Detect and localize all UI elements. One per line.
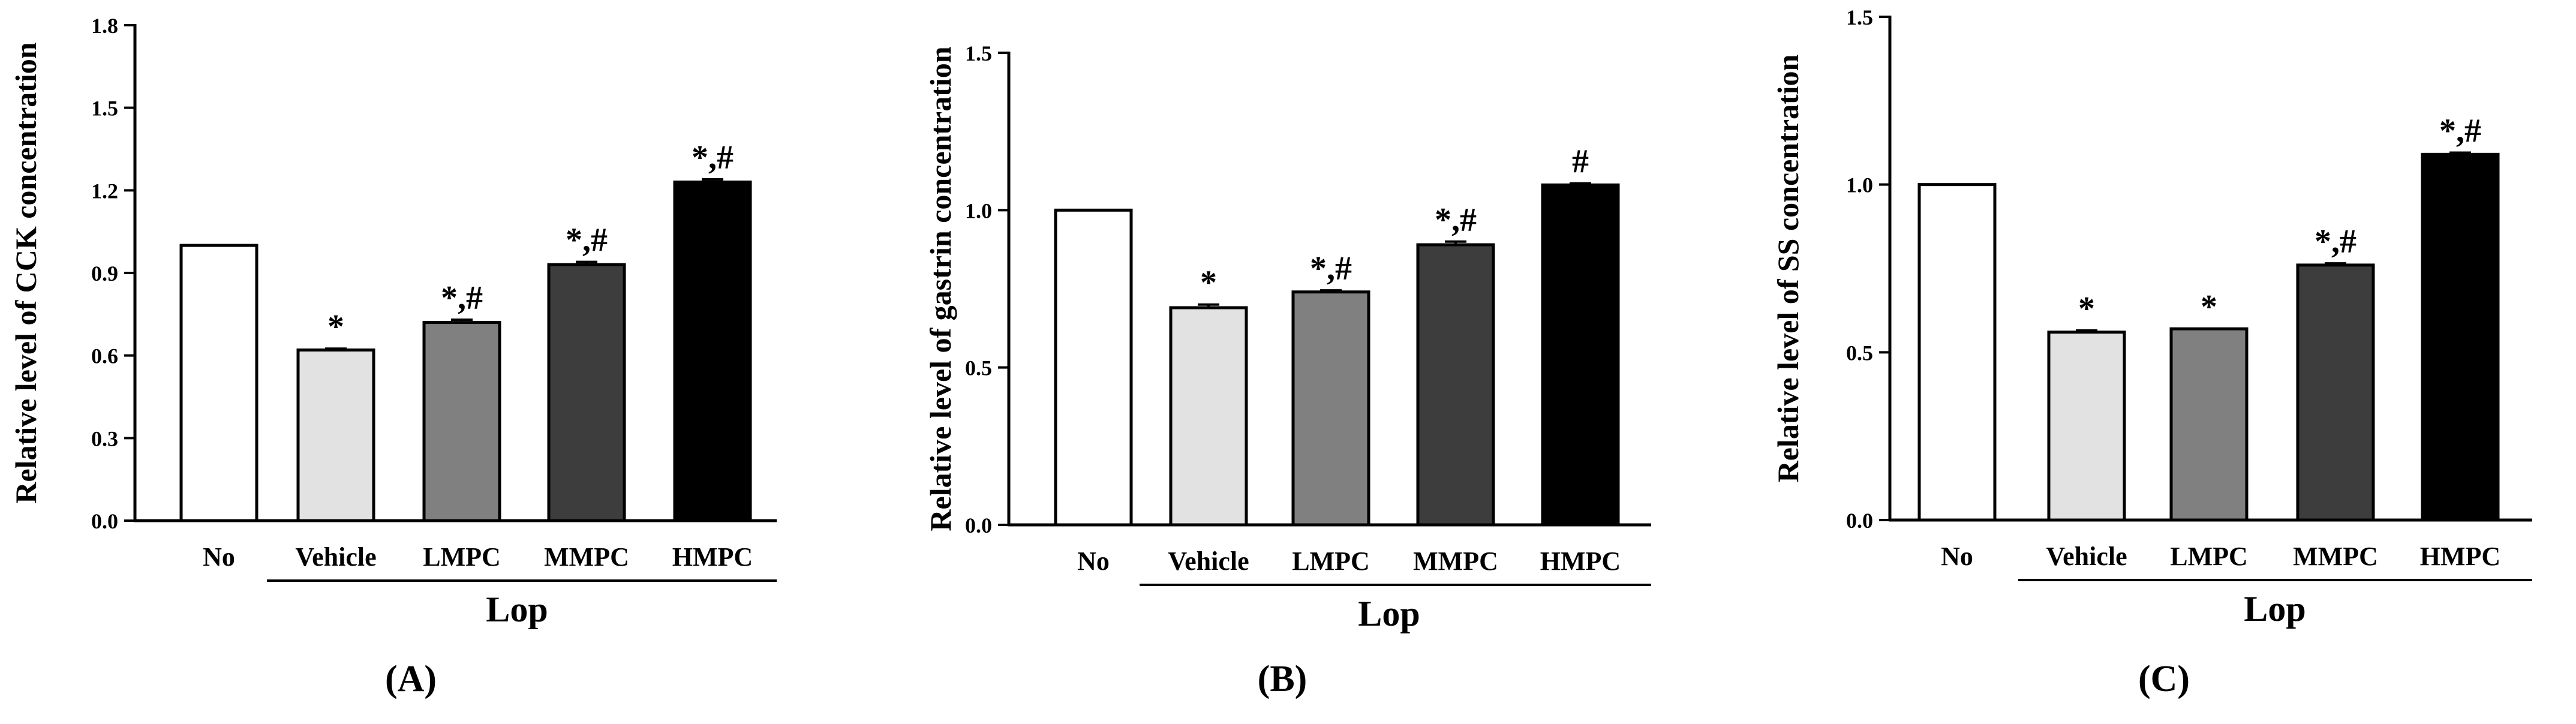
bar-no	[179, 244, 258, 522]
category-label: HMPC	[672, 542, 753, 572]
y-tick-label: 1.5	[91, 97, 118, 121]
chart-panel-3: No * Vehicle * LMPC *,# MMPC *,# HMPC 0.0 0.5 1.0 1.…	[1771, 5, 2532, 699]
bar-mmpc	[547, 263, 626, 522]
significance-label: *	[2201, 289, 2217, 326]
y-axis-label: Relative level of gastrin concentration	[924, 46, 957, 531]
category-label: No	[203, 542, 235, 572]
chart-panel-1: No * Vehicle *,# LMPC *,# MMPC *,# HMPC 0.0 0.3 0.6…	[9, 14, 777, 699]
group-label: Lop	[486, 590, 548, 629]
significance-label: *	[1200, 265, 1217, 302]
y-tick-label: 0.0	[965, 513, 992, 537]
category-label: Vehicle	[295, 542, 376, 572]
bar-no	[1917, 183, 1997, 522]
y-tick-label: 0.0	[91, 509, 118, 533]
bar-vehicle	[2047, 331, 2126, 522]
category-label: HMPC	[2420, 542, 2500, 571]
category-label: No	[1941, 542, 1973, 571]
significance-label: *,#	[692, 139, 734, 176]
category-label: MMPC	[544, 542, 629, 572]
bar-vehicle	[296, 348, 375, 522]
bar-mmpc	[2296, 263, 2375, 522]
category-label: No	[1077, 546, 1110, 576]
y-tick-label: 0.5	[965, 356, 992, 380]
panel-label: (B)	[1258, 659, 1307, 699]
category-label: HMPC	[1540, 546, 1621, 576]
bar-hmpc	[673, 181, 752, 522]
bar-mmpc	[1416, 243, 1495, 527]
significance-label: *,#	[566, 222, 608, 259]
y-tick-label: 1.0	[1846, 173, 1873, 197]
significance-label: *,#	[1310, 250, 1352, 287]
y-axis-label: Relative level of CCK concentration	[9, 42, 43, 503]
y-tick-label: 1.2	[91, 179, 118, 203]
y-tick-label: 1.0	[965, 199, 992, 223]
bar-lmpc	[1291, 290, 1370, 527]
category-label: LMPC	[2170, 542, 2248, 571]
significance-label: *,#	[1435, 202, 1477, 239]
significance-label: #	[1572, 143, 1589, 181]
significance-label: *,#	[2315, 223, 2356, 260]
significance-label: *,#	[441, 280, 483, 317]
y-tick-label: 0.0	[1846, 509, 1873, 533]
chart-panel-2: No * Vehicle *,# LMPC *,# MMPC # HMPC 0.0 0.5 1.0 1.…	[924, 41, 1651, 699]
bar-hmpc	[1541, 183, 1620, 527]
bar-vehicle	[1169, 306, 1248, 527]
category-label: MMPC	[1413, 546, 1498, 576]
y-tick-label: 1.5	[965, 41, 992, 65]
y-tick-label: 1.5	[1846, 5, 1873, 29]
category-label: Vehicle	[1168, 546, 1249, 576]
y-tick-label: 0.5	[1846, 341, 1873, 365]
significance-label: *	[327, 308, 344, 346]
bar-no	[1054, 208, 1133, 527]
y-axis-label: Relative level of SS concentration	[1771, 54, 1805, 482]
y-tick-label: 0.9	[91, 262, 118, 286]
category-label: LMPC	[1292, 546, 1370, 576]
bar-lmpc	[422, 321, 501, 522]
group-label: Lop	[1358, 594, 1420, 633]
bar-hmpc	[2421, 152, 2500, 522]
significance-label: *	[2078, 290, 2095, 328]
category-label: MMPC	[2293, 542, 2378, 571]
y-tick-label: 1.8	[91, 14, 118, 38]
group-label: Lop	[2244, 589, 2306, 629]
bar-lmpc	[2169, 327, 2249, 522]
panel-label: (C)	[2138, 659, 2190, 699]
category-label: LMPC	[423, 542, 501, 572]
y-tick-label: 0.3	[91, 426, 118, 450]
category-label: Vehicle	[2046, 542, 2127, 571]
y-tick-label: 0.6	[91, 344, 118, 368]
significance-label: *,#	[2439, 113, 2481, 150]
panel-label: (A)	[385, 659, 437, 699]
